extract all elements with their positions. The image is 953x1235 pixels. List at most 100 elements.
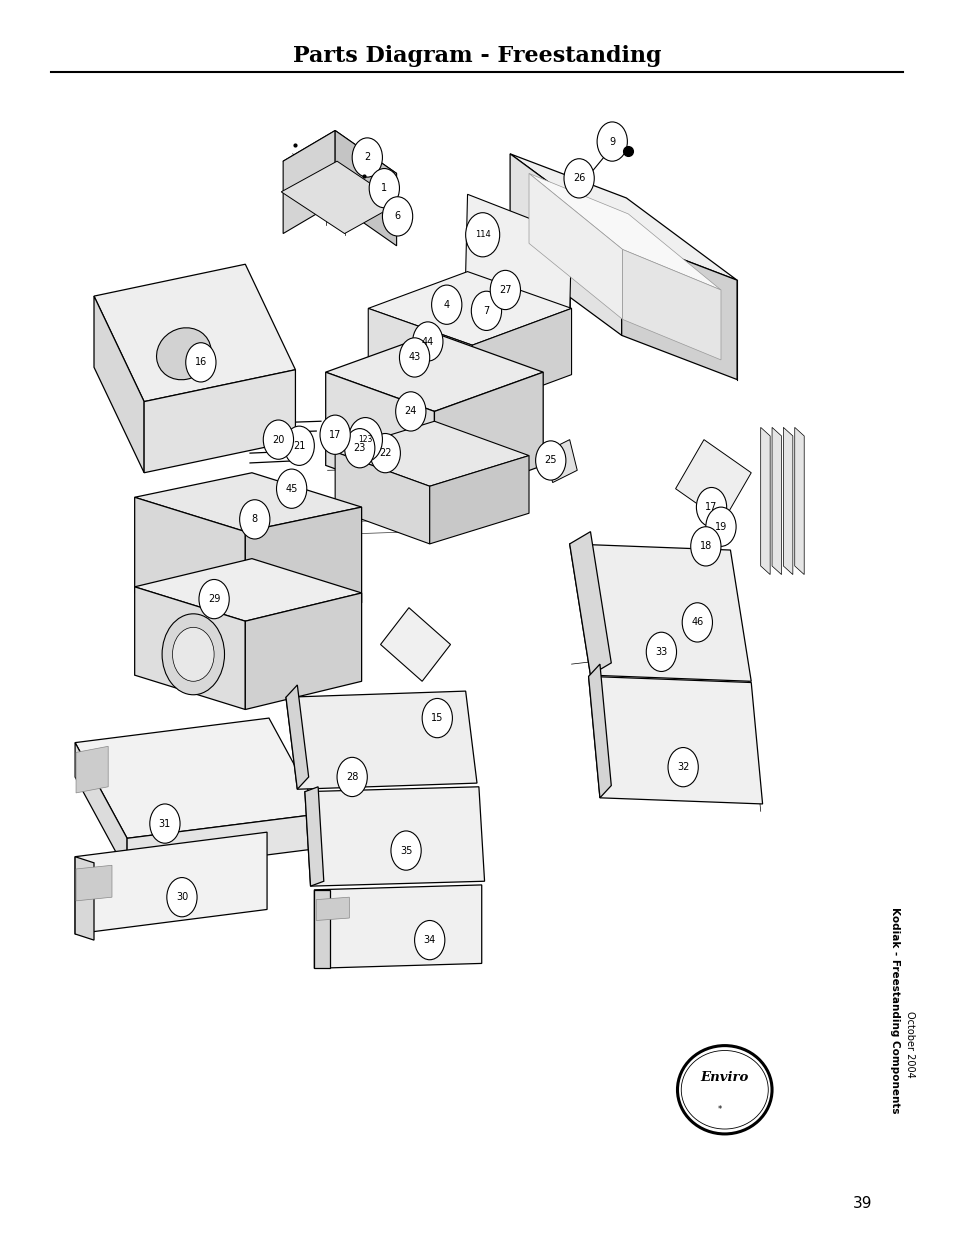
Text: 28: 28 bbox=[346, 772, 358, 782]
Circle shape bbox=[465, 212, 499, 257]
Polygon shape bbox=[127, 814, 320, 873]
Text: 23: 23 bbox=[354, 443, 366, 453]
Circle shape bbox=[167, 878, 197, 916]
Circle shape bbox=[563, 159, 594, 198]
Circle shape bbox=[422, 699, 452, 737]
Circle shape bbox=[382, 196, 413, 236]
Text: 30: 30 bbox=[175, 892, 188, 903]
Text: 17: 17 bbox=[704, 503, 717, 513]
Polygon shape bbox=[380, 608, 450, 682]
Text: October 2004: October 2004 bbox=[904, 1011, 914, 1078]
Text: *: * bbox=[718, 1105, 721, 1114]
Polygon shape bbox=[335, 421, 529, 487]
Polygon shape bbox=[305, 787, 323, 887]
Circle shape bbox=[490, 270, 520, 310]
Text: 114: 114 bbox=[475, 230, 490, 240]
Circle shape bbox=[399, 338, 429, 377]
Polygon shape bbox=[134, 498, 245, 627]
Text: 6: 6 bbox=[395, 211, 400, 221]
Circle shape bbox=[348, 417, 382, 462]
Polygon shape bbox=[622, 249, 720, 359]
Circle shape bbox=[369, 168, 399, 207]
Polygon shape bbox=[760, 427, 769, 574]
Circle shape bbox=[690, 526, 720, 566]
Circle shape bbox=[597, 122, 627, 162]
Polygon shape bbox=[94, 296, 144, 473]
Polygon shape bbox=[76, 866, 112, 900]
Text: 43: 43 bbox=[408, 352, 420, 362]
Polygon shape bbox=[569, 531, 611, 676]
Text: 4: 4 bbox=[443, 300, 449, 310]
Circle shape bbox=[391, 831, 421, 871]
Polygon shape bbox=[782, 427, 792, 574]
Text: 39: 39 bbox=[852, 1197, 872, 1212]
Circle shape bbox=[344, 429, 375, 468]
Text: 33: 33 bbox=[655, 647, 667, 657]
Polygon shape bbox=[75, 742, 127, 873]
Text: 15: 15 bbox=[431, 713, 443, 722]
Text: 24: 24 bbox=[404, 406, 416, 416]
Circle shape bbox=[263, 420, 294, 459]
Circle shape bbox=[239, 500, 270, 538]
Circle shape bbox=[336, 757, 367, 797]
Text: 20: 20 bbox=[272, 435, 284, 445]
Text: 46: 46 bbox=[691, 618, 702, 627]
Polygon shape bbox=[434, 372, 542, 505]
Polygon shape bbox=[771, 427, 781, 574]
Polygon shape bbox=[75, 832, 267, 934]
Polygon shape bbox=[286, 692, 476, 789]
Polygon shape bbox=[510, 154, 621, 336]
Text: 21: 21 bbox=[293, 441, 305, 451]
Text: 16: 16 bbox=[194, 357, 207, 367]
Circle shape bbox=[352, 138, 382, 177]
Text: 25: 25 bbox=[544, 456, 557, 466]
Polygon shape bbox=[569, 543, 750, 682]
Circle shape bbox=[681, 603, 712, 642]
Polygon shape bbox=[134, 558, 361, 621]
Polygon shape bbox=[76, 746, 108, 793]
Text: 45: 45 bbox=[285, 484, 297, 494]
Text: 35: 35 bbox=[399, 846, 412, 856]
Circle shape bbox=[276, 469, 307, 509]
Polygon shape bbox=[314, 885, 481, 968]
Text: 32: 32 bbox=[677, 762, 689, 772]
Text: Enviro: Enviro bbox=[700, 1071, 748, 1084]
Circle shape bbox=[471, 291, 501, 331]
Polygon shape bbox=[675, 440, 750, 522]
Circle shape bbox=[186, 343, 215, 382]
Polygon shape bbox=[368, 309, 472, 411]
Polygon shape bbox=[794, 427, 803, 574]
Polygon shape bbox=[325, 372, 434, 505]
Polygon shape bbox=[315, 897, 349, 920]
Text: 27: 27 bbox=[498, 285, 511, 295]
Text: 17: 17 bbox=[329, 430, 341, 440]
Polygon shape bbox=[368, 272, 571, 345]
Ellipse shape bbox=[156, 327, 211, 379]
Circle shape bbox=[150, 804, 180, 844]
Polygon shape bbox=[314, 890, 330, 968]
Polygon shape bbox=[94, 264, 295, 401]
Text: Kodiak - Freestanding Components: Kodiak - Freestanding Components bbox=[889, 906, 899, 1113]
Text: 9: 9 bbox=[609, 137, 615, 147]
Polygon shape bbox=[281, 162, 399, 233]
Circle shape bbox=[415, 920, 444, 960]
Polygon shape bbox=[245, 508, 361, 627]
Polygon shape bbox=[588, 677, 761, 804]
Circle shape bbox=[162, 614, 224, 695]
Polygon shape bbox=[134, 473, 361, 531]
Text: Parts Diagram - Freestanding: Parts Diagram - Freestanding bbox=[293, 44, 660, 67]
Polygon shape bbox=[529, 173, 622, 320]
Circle shape bbox=[667, 747, 698, 787]
Text: 29: 29 bbox=[208, 594, 220, 604]
Circle shape bbox=[395, 391, 425, 431]
Text: 34: 34 bbox=[423, 935, 436, 945]
Circle shape bbox=[696, 488, 726, 526]
Polygon shape bbox=[588, 664, 611, 798]
Circle shape bbox=[319, 415, 350, 454]
Text: 2: 2 bbox=[364, 152, 370, 163]
Polygon shape bbox=[325, 333, 542, 411]
Polygon shape bbox=[472, 309, 571, 411]
Polygon shape bbox=[283, 131, 396, 204]
Polygon shape bbox=[283, 131, 335, 233]
Polygon shape bbox=[144, 369, 295, 473]
